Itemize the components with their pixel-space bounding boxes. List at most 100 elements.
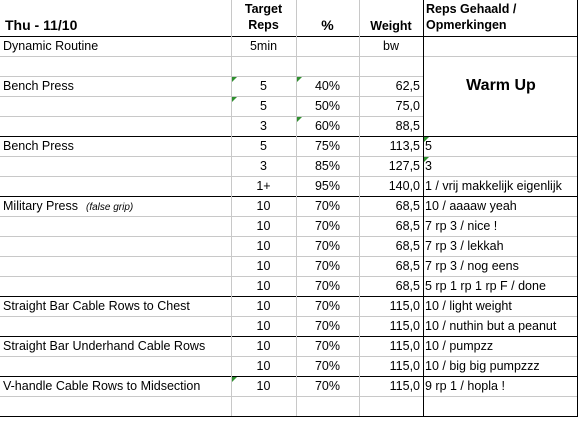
result-cell[interactable] [425,96,578,116]
weight-cell[interactable]: 75,0 [395,99,420,113]
percent-cell[interactable]: 70% [314,279,341,293]
result-cell[interactable]: 10 / pumpzz [425,339,494,353]
percent-cell[interactable]: 70% [314,379,341,393]
weight-cell[interactable]: 113,5 [389,139,420,153]
percent-cell[interactable]: 70% [314,219,341,233]
percent-cell[interactable]: 70% [314,339,341,353]
target-reps-cell[interactable]: 3 [260,119,267,133]
weight-cell[interactable]: 88,5 [395,119,420,133]
weight-cell[interactable]: 115,0 [389,319,420,333]
result-cell[interactable] [425,116,578,136]
target-reps-cell[interactable]: 10 [256,279,271,293]
target-reps-cell[interactable]: 10 [256,219,271,233]
exercise-cell[interactable] [3,356,231,376]
exercise-cell[interactable] [3,396,231,416]
target-reps-cell[interactable]: 10 [256,239,271,253]
exercise-cell[interactable]: Dynamic Routine [3,36,231,56]
comment-marker-icon [297,117,302,122]
result-cell[interactable] [425,36,578,56]
weight-cell[interactable]: 68,5 [395,199,420,213]
percent-cell[interactable] [296,56,359,76]
target-reps-cell[interactable]: 10 [256,379,271,393]
exercise-cell[interactable]: Military Press (false grip) [3,196,231,216]
target-reps-cell[interactable]: 10 [256,199,271,213]
result-cell[interactable]: 7 rp 3 / lekkah [425,239,504,253]
result-cell[interactable]: 1 / vrij makkelijk eigenlijk [425,179,562,193]
target-reps-cell[interactable]: 1+ [256,179,271,193]
target-reps-cell[interactable] [231,56,296,76]
result-cell[interactable]: 10 / light weight [425,299,512,313]
weight-cell[interactable] [359,56,423,76]
exercise-cell[interactable]: Bench Press [3,136,231,156]
exercise-cell[interactable] [3,276,231,296]
weight-cell[interactable]: 115,0 [389,299,420,313]
weight-cell[interactable]: 115,0 [389,359,420,373]
exercise-cell[interactable] [3,56,231,76]
target-reps-cell[interactable]: 5 [260,139,267,153]
percent-cell[interactable]: 70% [314,319,341,333]
percent-cell[interactable]: 70% [314,199,341,213]
percent-cell[interactable]: 70% [314,239,341,253]
target-reps-cell[interactable]: 10 [256,299,271,313]
percent-cell[interactable]: 70% [314,299,341,313]
weight-cell[interactable] [359,396,423,416]
result-cell[interactable] [425,396,578,416]
target-reps-cell[interactable]: 3 [260,159,267,173]
percent-cell[interactable]: 70% [314,259,341,273]
exercise-cell[interactable] [3,236,231,256]
target-reps-cell[interactable]: 10 [256,359,271,373]
result-cell[interactable]: 5 rp 1 rp 1 rp F / done [425,279,546,293]
column-divider [296,0,297,416]
target-reps-cell[interactable]: 10 [256,319,271,333]
header-percent: % [321,17,334,33]
result-cell[interactable]: 7 rp 3 / nog eens [425,259,519,273]
weight-cell[interactable]: 68,5 [395,259,420,273]
exercise-cell[interactable] [3,316,231,336]
percent-cell[interactable]: 40% [314,79,341,93]
percent-cell[interactable]: 60% [314,119,341,133]
target-reps-cell[interactable] [231,396,296,416]
exercise-cell[interactable] [3,156,231,176]
exercise-cell[interactable]: Bench Press [3,76,231,96]
weight-cell[interactable]: 115,0 [389,339,420,353]
weight-cell[interactable]: 115,0 [389,379,420,393]
percent-cell[interactable]: 70% [314,359,341,373]
target-reps-cell[interactable]: 5 [260,79,267,93]
weight-cell[interactable]: 68,5 [395,279,420,293]
exercise-cell[interactable] [3,176,231,196]
percent-cell[interactable]: 50% [314,99,341,113]
result-cell[interactable]: 5 [425,139,432,153]
exercise-cell[interactable]: Straight Bar Cable Rows to Chest [3,296,231,316]
exercise-cell[interactable] [3,256,231,276]
weight-cell[interactable]: 62,5 [395,79,420,93]
result-cell[interactable]: 3 [425,159,432,173]
weight-cell[interactable]: 68,5 [395,219,420,233]
percent-cell[interactable]: 95% [314,179,341,193]
result-cell[interactable] [425,56,578,76]
target-reps-cell[interactable]: 10 [256,259,271,273]
exercise-cell[interactable]: Straight Bar Underhand Cable Rows [3,336,231,356]
percent-cell[interactable] [296,396,359,416]
grid-line [0,236,578,237]
percent-cell[interactable]: 75% [314,139,341,153]
weight-cell[interactable]: 140,0 [388,179,420,193]
result-cell[interactable]: 9 rp 1 / hopla ! [425,379,505,393]
weight-cell[interactable]: bw [383,39,399,53]
result-cell[interactable]: 7 rp 3 / nice ! [425,219,498,233]
percent-cell[interactable] [296,36,359,56]
result-cell[interactable]: 10 / big big pumpzzz [425,359,540,373]
weight-cell[interactable]: 127,5 [388,159,420,173]
target-reps-cell[interactable]: 10 [256,339,271,353]
target-reps-cell[interactable]: 5 [260,99,267,113]
result-cell[interactable]: 10 / aaaaw yeah [425,199,517,213]
exercise-cell[interactable]: V-handle Cable Rows to Midsection [3,376,231,396]
weight-cell[interactable]: 68,5 [395,239,420,253]
exercise-cell[interactable] [3,116,231,136]
result-cell[interactable] [425,76,578,96]
result-cell[interactable]: 10 / nuthin but a peanut [425,319,557,333]
exercise-cell[interactable] [3,216,231,236]
target-reps-cell[interactable]: 5min [249,39,278,53]
percent-cell[interactable]: 85% [314,159,341,173]
grid-line [0,116,423,117]
exercise-cell[interactable] [3,96,231,116]
